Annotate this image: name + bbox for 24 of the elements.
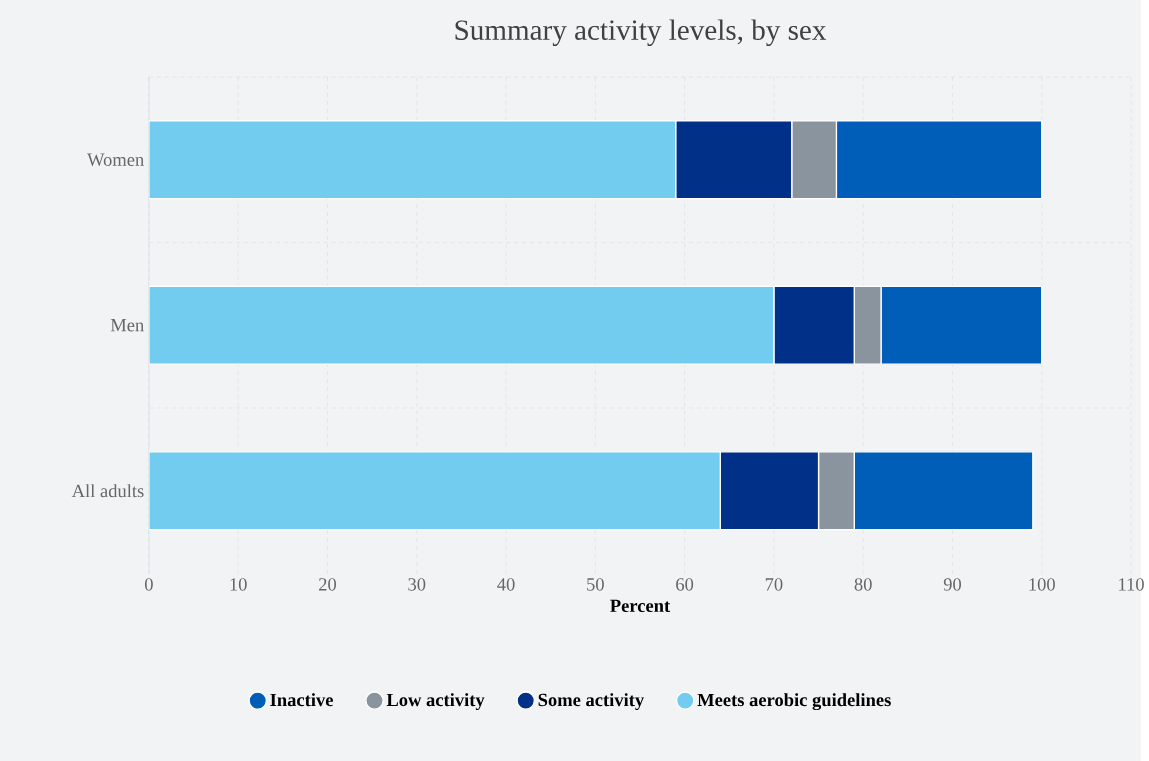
bar [148,285,775,365]
x-tick-label: 70 [765,577,783,591]
legend-label: Some activity [538,692,644,710]
x-tick-label: 30 [408,577,426,591]
x-tick-label: 100 [1029,577,1055,591]
x-axis-title: Percent [610,599,671,612]
legend-label: Inactive [270,692,333,707]
legend-label: Low activity [386,692,485,710]
x-tick-label: 80 [854,577,872,591]
y-tick-label: All adults [71,483,144,498]
x-tick-label: 0 [144,577,153,591]
bar [148,450,721,531]
bar [148,120,677,200]
legend-label: Meets aerobic guidelines [697,692,891,710]
y-tick-label: Women [87,153,144,166]
y-tick-label: Men [110,318,144,332]
x-tick-label: 20 [319,577,337,591]
chart-title: Summary activity levels, by sex [455,19,827,46]
x-tick-label: 90 [943,577,962,591]
x-tick-label: 60 [676,577,694,591]
x-tick-label: 10 [230,577,247,591]
x-tick-label: 110 [1119,577,1144,591]
x-tick-label: 50 [587,577,604,591]
x-tick-label: 40 [497,577,515,591]
